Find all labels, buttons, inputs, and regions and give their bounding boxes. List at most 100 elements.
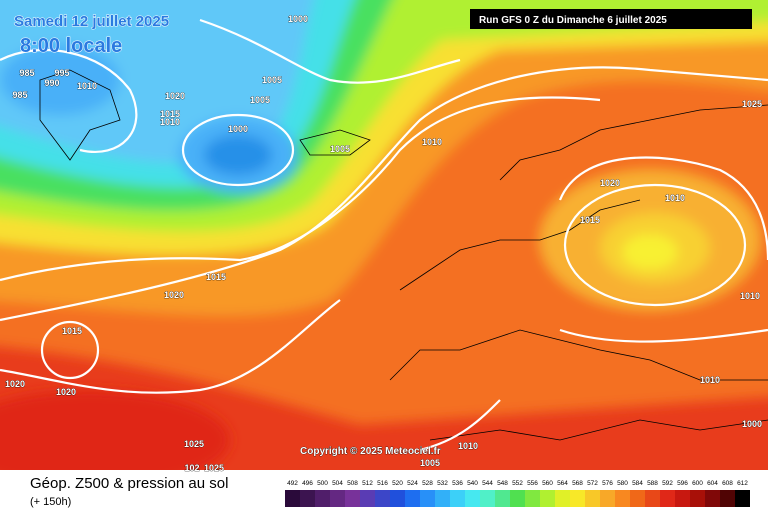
isobar-label: 1010 [740, 291, 760, 301]
isobar-label: 1025 [204, 463, 224, 473]
legend-swatch [300, 490, 315, 507]
legend-label: 540 [467, 480, 478, 487]
legend-swatch [465, 490, 480, 507]
legend-swatch [480, 490, 495, 507]
legend-label: 572 [587, 480, 598, 487]
legend-label: 604 [707, 480, 718, 487]
legend-swatch [390, 490, 405, 507]
legend-label: 600 [692, 480, 703, 487]
legend-label: 564 [557, 480, 568, 487]
legend-swatch [600, 490, 615, 507]
legend-swatch [510, 490, 525, 507]
legend-label: 516 [377, 480, 388, 487]
legend-label: 588 [647, 480, 658, 487]
legend-swatch [735, 490, 750, 507]
isobar-label: 1020 [164, 290, 184, 300]
isobar-label: 1010 [458, 441, 478, 451]
isobar-label: 995 [54, 68, 69, 78]
isobar-label: 1015 [62, 326, 82, 336]
legend-label: 548 [497, 480, 508, 487]
legend-label: 504 [332, 480, 343, 487]
legend-swatch [690, 490, 705, 507]
legend-swatch [435, 490, 450, 507]
legend-label: 592 [662, 480, 673, 487]
legend-swatch [375, 490, 390, 507]
legend-label: 568 [572, 480, 583, 487]
legend-swatch [525, 490, 540, 507]
isobar-label: 1020 [5, 379, 25, 389]
time: 8:00 locale [20, 35, 122, 57]
legend-label: 584 [632, 480, 643, 487]
legend-label: 552 [512, 480, 523, 487]
legend-label: 524 [407, 480, 418, 487]
isobar-label: 1015 [580, 215, 600, 225]
isobar-label: 1020 [600, 178, 620, 188]
isobar-label: 1005 [250, 95, 270, 105]
isobar-label: 1015 [206, 272, 226, 282]
legend-swatch [285, 490, 300, 507]
legend-swatch [645, 490, 660, 507]
legend-label: 512 [362, 480, 373, 487]
legend-swatch [660, 490, 675, 507]
run: Run GFS 0 Z du Dimanche 6 juillet 2025 [479, 15, 667, 26]
legend-swatch [585, 490, 600, 507]
isobar-label: 1005 [330, 144, 350, 154]
legend-swatch [615, 490, 630, 507]
legend-label: 556 [527, 480, 538, 487]
legend-swatch [450, 490, 465, 507]
legend-label: 496 [302, 480, 313, 487]
legend-label: 520 [392, 480, 403, 487]
legend-swatch [315, 490, 330, 507]
isobar-label: 1010 [77, 81, 97, 91]
legend-swatch [420, 490, 435, 507]
legend-label: 544 [482, 480, 493, 487]
isobar-label: 1010 [665, 193, 685, 203]
legend-label: 532 [437, 480, 448, 487]
legend-label: 528 [422, 480, 433, 487]
isobar-label: 1015 [160, 109, 180, 119]
isobar-label: 1010 [422, 137, 442, 147]
date: Samedi 12 juillet 2025 [14, 13, 169, 30]
legend-swatch [345, 490, 360, 507]
legend-swatch [720, 490, 735, 507]
isobar-label: 1000 [288, 14, 308, 24]
isobar-label: 1005 [262, 75, 282, 85]
legend-label: 580 [617, 480, 628, 487]
legend-swatch [555, 490, 570, 507]
legend-swatch [405, 490, 420, 507]
isobar-label: 1010 [160, 117, 180, 127]
legend-label: 500 [317, 480, 328, 487]
footer-title: Géop. Z500 & pression au sol [30, 475, 228, 492]
isobar-label: 1025 [184, 439, 204, 449]
legend-label: 576 [602, 480, 613, 487]
isobar-label: 985 [19, 68, 34, 78]
isobar-label: 1000 [228, 124, 248, 134]
isobar-label: 1020 [56, 387, 76, 397]
legend-swatch [630, 490, 645, 507]
legend-label: 560 [542, 480, 553, 487]
copyright: Copyright © 2025 Meteociel.fr [300, 446, 441, 457]
isobar-label: 1005 [420, 458, 440, 468]
legend-swatch [705, 490, 720, 507]
isobar-label: 1000 [742, 419, 762, 429]
isobar-label: 102 [184, 463, 199, 473]
legend-label: 536 [452, 480, 463, 487]
coastlines [39, 69, 768, 441]
legend-swatch [570, 490, 585, 507]
legend-swatch [330, 490, 345, 507]
legend-label: 596 [677, 480, 688, 487]
legend-label: 492 [287, 480, 298, 487]
run-box [470, 9, 752, 29]
legend-swatch [360, 490, 375, 507]
isobar-label: 990 [44, 78, 59, 88]
field [0, 0, 768, 470]
legend-label: 508 [347, 480, 358, 487]
isobar-label: 1020 [165, 91, 185, 101]
legend-swatch [675, 490, 690, 507]
isobar-label: 1025 [742, 99, 762, 109]
isobar-label: 1010 [700, 375, 720, 385]
legend-swatch [495, 490, 510, 507]
isobar-label: 985 [12, 90, 27, 100]
legend-swatch [540, 490, 555, 507]
